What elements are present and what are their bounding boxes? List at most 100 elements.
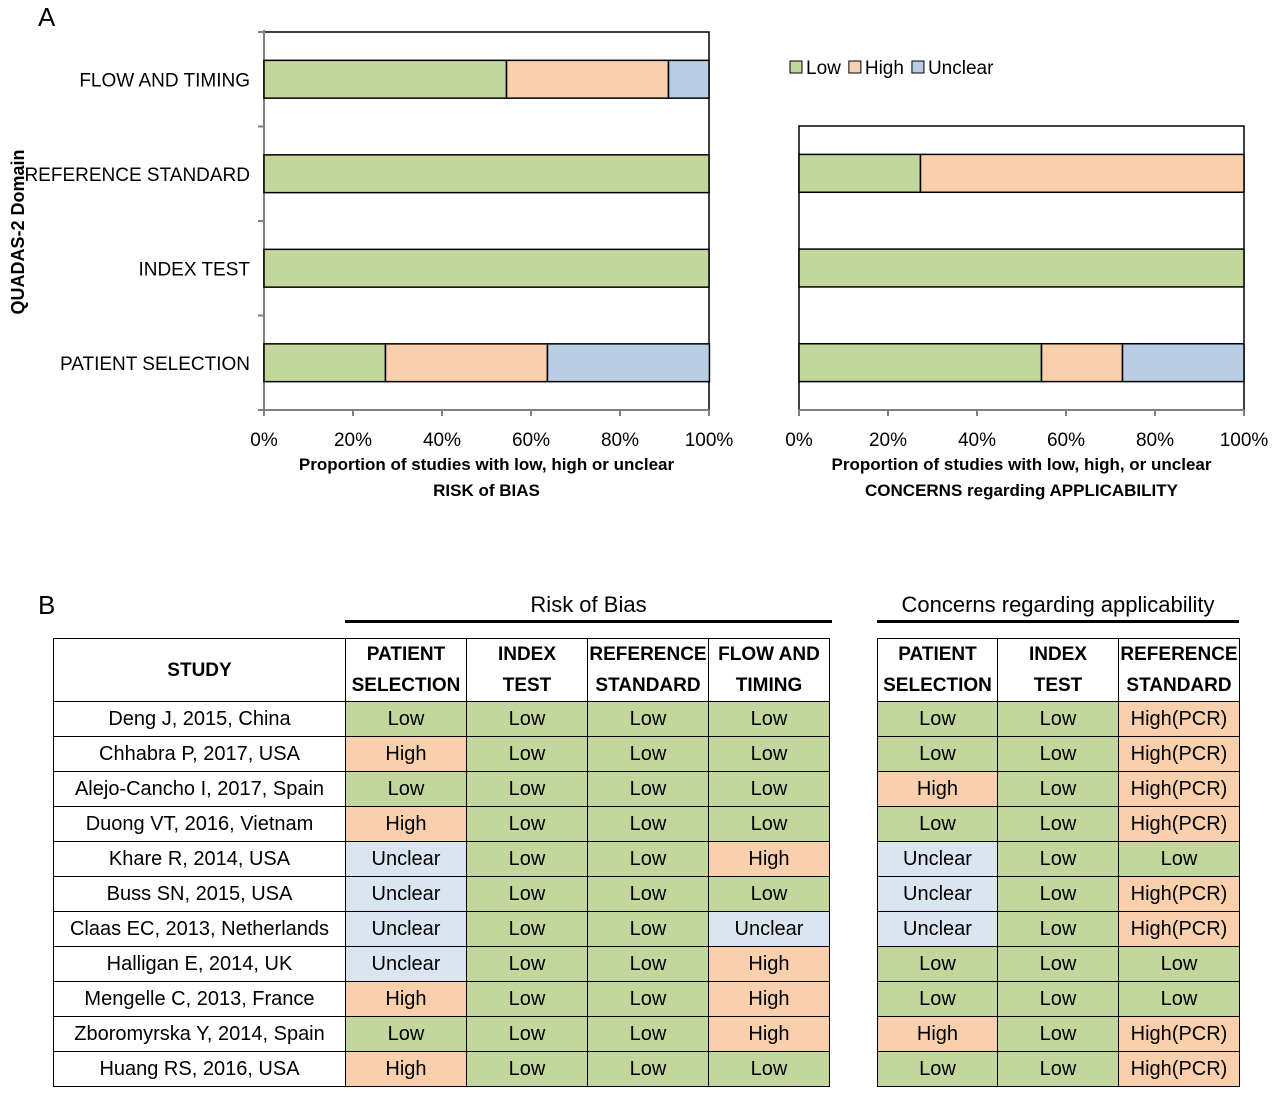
x-tick-label: 60% (512, 430, 550, 451)
rob-cell: Unclear (708, 911, 830, 947)
study-name: Khare R, 2014, USA (53, 841, 346, 877)
app-cell: High(PCR) (1118, 771, 1240, 807)
rob-cell: High (345, 806, 467, 842)
rob-cell: Low (708, 701, 830, 737)
panel-b-label: B (38, 590, 56, 620)
x-tick-label: 20% (334, 430, 372, 451)
app-cell: Low (877, 736, 998, 772)
table-row: Buss SN, 2015, USA Unclear Low Low Low (53, 876, 830, 912)
app-cell: Unclear (877, 911, 998, 947)
rob-cell: Low (466, 841, 588, 877)
rob-cell: High (345, 736, 467, 772)
rob-cell: Low (587, 841, 709, 877)
x-tick-label: 40% (423, 430, 461, 451)
rob-cell: Unclear (345, 946, 467, 982)
rob-cell: Low (345, 771, 467, 807)
rob-cell: Low (708, 806, 830, 842)
table-row: Low Low Low (877, 981, 1240, 1017)
rob-cell: Unclear (345, 876, 467, 912)
bar-low-patient-selection (263, 343, 387, 383)
app-cell: Low (877, 981, 998, 1017)
app-cell: Low (1118, 841, 1240, 877)
bar-high-reference-standard (919, 153, 1245, 194)
x-axis-title: RISK of BIAS (433, 481, 540, 500)
applicability-table: PATIENT SELECTION INDEX TEST REFERENCE STANDA… (877, 638, 1240, 1087)
table-row: Halligan E, 2014, UK Unclear Low Low High (53, 946, 830, 982)
bar-low-reference-standard (263, 154, 710, 194)
table-row: High Low High(PCR) (877, 1016, 1240, 1052)
rob-column-header: REFERENCE STANDARD (587, 638, 709, 702)
bar-low-patient-selection (798, 342, 1043, 383)
app-cell: Unclear (877, 841, 998, 877)
x-tick-label: 60% (1047, 430, 1085, 451)
app-column-header: INDEX TEST (997, 638, 1119, 702)
x-tick-label: 20% (869, 430, 907, 451)
rob-cell: Low (587, 876, 709, 912)
rob-cell: Unclear (345, 911, 467, 947)
app-cell: High (877, 1016, 998, 1052)
bar-unclear-patient-selection (1121, 342, 1245, 383)
rob-cell: Low (466, 701, 588, 737)
app-column-header: REFERENCE STANDARD (1118, 638, 1240, 702)
table-row: Chhabra P, 2017, USA High Low Low Low (53, 736, 830, 772)
table-row: Duong VT, 2016, Vietnam High Low Low Low (53, 806, 830, 842)
app-cell: Low (997, 701, 1119, 737)
study-name: Deng J, 2015, China (53, 701, 346, 737)
table-row: Mengelle C, 2013, France High Low Low High (53, 981, 830, 1017)
table-row: Deng J, 2015, China Low Low Low Low (53, 701, 830, 737)
rob-cell: Low (587, 946, 709, 982)
app-cell: Low (997, 1051, 1119, 1087)
app-cell: Low (997, 1016, 1119, 1052)
app-cell: High(PCR) (1118, 1051, 1240, 1087)
bar-low-index-test (263, 248, 710, 288)
table-row: Unclear Low High(PCR) (877, 876, 1240, 912)
study-name: Mengelle C, 2013, France (53, 981, 346, 1017)
rob-cell: High (345, 981, 467, 1017)
rob-cell: Low (345, 1016, 467, 1052)
app-cell: Low (877, 806, 998, 842)
app-cell: High(PCR) (1118, 806, 1240, 842)
x-tick-label: 40% (958, 430, 996, 451)
rob-cell: Low (466, 876, 588, 912)
table-row: Low Low High(PCR) (877, 736, 1240, 772)
rob-cell: Low (587, 911, 709, 947)
rob-cell: High (708, 981, 830, 1017)
app-cell: Low (877, 1051, 998, 1087)
rob-cell: Low (466, 946, 588, 982)
rob-cell: Low (587, 736, 709, 772)
rob-column-header: FLOW AND TIMING (708, 638, 830, 702)
legend-swatch-low (789, 60, 803, 74)
app-column-header: PATIENT SELECTION (877, 638, 998, 702)
rob-cell: High (708, 1016, 830, 1052)
rob-cell: High (708, 841, 830, 877)
app-cell: Unclear (877, 876, 998, 912)
rob-cell: Low (466, 1051, 588, 1087)
rob-column-header: INDEX TEST (466, 638, 588, 702)
rob-cell: Low (466, 736, 588, 772)
study-column-header: STUDY (53, 638, 346, 702)
bar-unclear-patient-selection (546, 343, 711, 383)
rob-cell: High (345, 1051, 467, 1087)
bar-charts: FLOW AND TIMING REFERENCE STANDARD INDEX T… (8, 30, 1269, 500)
app-cell: Low (997, 806, 1119, 842)
legend-label-unclear: Unclear (928, 58, 994, 79)
table-row: Low Low High(PCR) (877, 701, 1240, 737)
legend-swatch-unclear (911, 60, 925, 74)
rob-cell: Low (345, 701, 467, 737)
study-name: Zboromyrska Y, 2014, Spain (53, 1016, 346, 1052)
rob-cell: High (708, 946, 830, 982)
legend-label-low: Low (806, 58, 841, 79)
table-row: Claas EC, 2013, Netherlands Unclear Low Low… (53, 911, 830, 947)
panel-a-label: A (38, 2, 56, 32)
rob-column-header: PATIENT SELECTION (345, 638, 467, 702)
study-name: Duong VT, 2016, Vietnam (53, 806, 346, 842)
legend-label-high: High (865, 58, 904, 79)
table-row: Zboromyrska Y, 2014, Spain Low Low Low High (53, 1016, 830, 1052)
rob-group-title: Risk of Bias (345, 592, 832, 623)
rob-cell: Low (587, 806, 709, 842)
rob-cell: Low (587, 1051, 709, 1087)
x-tick-label: 100% (1220, 430, 1269, 451)
app-cell: Low (997, 841, 1119, 877)
x-tick-label: 100% (685, 430, 734, 451)
study-name: Alejo-Cancho I, 2017, Spain (53, 771, 346, 807)
